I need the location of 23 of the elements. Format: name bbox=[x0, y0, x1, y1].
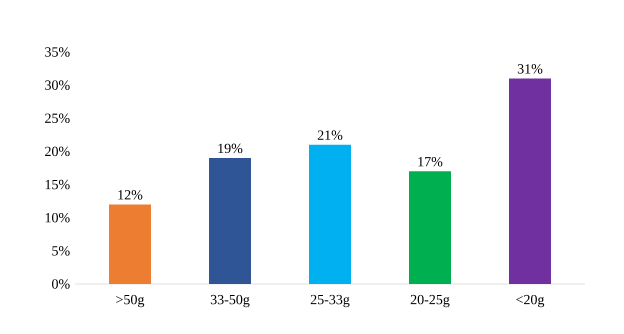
bar bbox=[409, 171, 451, 284]
data-label: 31% bbox=[518, 64, 542, 74]
y-tick-label: 5% bbox=[52, 246, 70, 256]
x-tick-label: <20g bbox=[516, 294, 544, 308]
y-tick-label: 20% bbox=[45, 146, 70, 156]
data-label: 17% bbox=[418, 156, 442, 166]
bar bbox=[509, 78, 551, 284]
y-tick-label: 10% bbox=[46, 212, 70, 222]
x-tick-label: >50g bbox=[116, 294, 144, 308]
bar bbox=[309, 144, 351, 284]
bar bbox=[109, 204, 152, 284]
y-tick-label: 25% bbox=[45, 114, 70, 124]
y-tick-label: 30% bbox=[45, 80, 70, 90]
y-tick-label: 35% bbox=[45, 47, 70, 57]
bar bbox=[209, 158, 252, 284]
data-label: 12% bbox=[118, 190, 142, 200]
y-tick-label: 15% bbox=[46, 180, 70, 190]
x-tick-label: 25-33g bbox=[310, 294, 350, 308]
x-tick-label: 20-25g bbox=[410, 294, 450, 308]
x-tick-label: 33-50g bbox=[210, 294, 250, 308]
y-tick-label: 0% bbox=[52, 279, 70, 289]
data-label: 19% bbox=[218, 144, 242, 154]
data-label: 21% bbox=[318, 130, 342, 140]
